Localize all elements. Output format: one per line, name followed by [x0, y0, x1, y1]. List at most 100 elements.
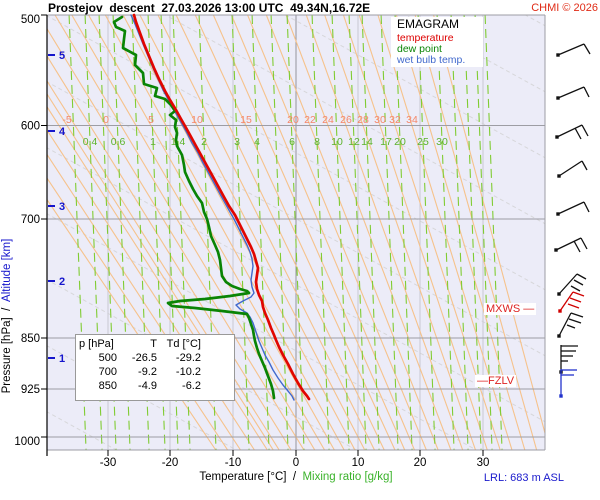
table-header-cell: p [hPa] — [79, 338, 114, 350]
wind-barb — [558, 291, 585, 313]
mixing-ratio-line — [474, 15, 493, 450]
dry-adiabat-line — [47, 15, 545, 291]
moist-adiabat-label: -5 — [62, 114, 71, 126]
chart-legend: EMAGRAM temperature dew point wet bulb t… — [391, 17, 483, 67]
wind-barb-feather — [569, 297, 582, 303]
pressure-tick-label: 1000 — [14, 436, 40, 448]
moist-adiabat-line — [104, 15, 345, 450]
temperature-tick-label: -30 — [100, 457, 117, 469]
page-title: Prostejov descent 27.03.2026 13:00 UTC 4… — [48, 1, 371, 15]
wind-barb-shaft — [557, 43, 585, 56]
dew-point-curve — [112, 15, 276, 400]
moist-adiabat-label: 32 — [389, 114, 401, 126]
table-cell: -26.5 — [131, 352, 157, 364]
wind-barb-feather — [573, 279, 584, 286]
table-cell: -10.2 — [175, 366, 201, 378]
lifting-condensation-level-label: LRL: 683 m ASL — [483, 472, 564, 484]
wind-barb-shaft — [559, 291, 574, 312]
moist-adiabat-line — [433, 15, 545, 436]
mixing-ratio-label: 0.4 — [83, 136, 98, 148]
mixing-ratio-label: 4 — [254, 136, 260, 148]
wind-barb-feather — [573, 240, 581, 253]
wind-barb-feather — [572, 291, 585, 297]
temperature-tick-label: -20 — [162, 457, 179, 469]
altitude-tick-label: 5 — [59, 50, 65, 62]
table-row: 700 -9.2 -10.2 — [79, 365, 234, 379]
wind-barb — [554, 237, 588, 253]
moist-adiabat-label: 24 — [322, 114, 334, 126]
mixing-ratio-label: 0.6 — [111, 136, 126, 148]
level-table: p [hPa] T Td [°C] 500 -26.5 -29.2 700 -9.2 -10.2… — [75, 334, 235, 401]
moist-adiabat-line — [54, 15, 316, 450]
mixing-ratio-label: 10 — [331, 136, 343, 148]
wind-barb-feather — [574, 127, 582, 140]
table-header-cell: T — [150, 338, 157, 350]
table-row: 850 -4.9 -6.2 — [79, 379, 234, 393]
mixing-ratio-line — [84, 15, 103, 450]
moist-adiabat-line — [71, 15, 326, 450]
altitude-tick-label: 4 — [59, 126, 66, 138]
dry-adiabat-line — [284, 15, 545, 159]
mixing-ratio-line — [198, 15, 217, 450]
moist-adiabat-label: 20 — [287, 114, 299, 126]
temperature-tick-label: -10 — [225, 457, 242, 469]
wind-barb — [559, 369, 577, 398]
max-wind-speed-label: MXWS — — [484, 303, 537, 315]
mixing-ratio-label: 3 — [234, 136, 240, 148]
mixing-ratio-label: 2 — [201, 136, 207, 148]
wind-barb — [556, 43, 591, 57]
temperature-curve — [132, 13, 311, 401]
pressure-tick-label: 600 — [21, 121, 40, 133]
moist-adiabat-line — [342, 15, 488, 450]
dry-adiabat-line — [164, 15, 545, 225]
mixing-ratio-line — [450, 15, 469, 450]
x-axis-title: Temperature [°C] / Mixing ratio [g/kg] — [146, 471, 446, 483]
temperature-tick-label: 0 — [293, 457, 299, 469]
wind-barb — [557, 160, 588, 178]
y-axis-altitude-label: Altitude [km] — [1, 238, 13, 302]
mixing-ratio-label: 1.4 — [171, 136, 186, 148]
legend-item-wet-bulb: wet bulb temp. — [397, 54, 466, 66]
mixing-ratio-label: 25 — [417, 136, 429, 148]
table-header-row: p [hPa] T Td [°C] — [79, 337, 234, 351]
wind-barb-shaft — [558, 312, 572, 337]
pressure-tick-label: 700 — [21, 214, 40, 226]
wind-barb-column — [554, 43, 591, 398]
mixing-ratio-line — [331, 15, 350, 450]
table-cell: -4.9 — [138, 380, 157, 392]
mixing-ratio-label: 17 — [380, 136, 392, 148]
wind-barb-shaft — [556, 124, 583, 138]
moist-adiabat-line — [247, 15, 427, 450]
mixing-ratio-line — [131, 15, 150, 450]
mixing-ratio-line — [112, 15, 131, 450]
wind-barb-feather — [583, 201, 590, 213]
mixing-ratio-line — [361, 15, 380, 450]
mixing-ratio-label: 20 — [394, 136, 406, 148]
y-axis-pressure-label: Pressure [hPa] — [1, 317, 13, 394]
table-cell: -6.2 — [182, 380, 201, 392]
dry-adiabat-line — [47, 279, 358, 450]
x-axis-temperature-label: Temperature [°C] — [199, 471, 287, 483]
mixing-ratio-label: 6 — [289, 136, 295, 148]
table-header-cell: Td [°C] — [166, 338, 201, 350]
table-cell: -29.2 — [175, 352, 201, 364]
moist-adiabat-label: 5 — [148, 114, 154, 126]
mixing-ratio-line — [251, 15, 270, 450]
mixing-ratio-line — [463, 15, 482, 450]
moist-adiabat-label: 26 — [340, 114, 352, 126]
moist-adiabat-line — [414, 15, 538, 450]
temperature-tick-label: 10 — [352, 457, 365, 469]
moist-adiabat-line — [265, 15, 439, 450]
wind-barb-shaft — [557, 86, 585, 99]
table-row: 500 -26.5 -29.2 — [79, 351, 234, 365]
mixing-ratio-line — [286, 15, 305, 450]
copyright-label: CHMI © 2026 — [531, 2, 598, 14]
mixing-ratio-line — [436, 15, 455, 450]
pressure-tick-label: 850 — [21, 333, 40, 345]
wind-barb-shaft — [558, 273, 578, 295]
mixing-ratio-line — [348, 15, 367, 450]
wind-barb — [557, 312, 584, 338]
wind-barb — [555, 124, 589, 140]
moist-adiabat-label: 30 — [374, 114, 386, 126]
